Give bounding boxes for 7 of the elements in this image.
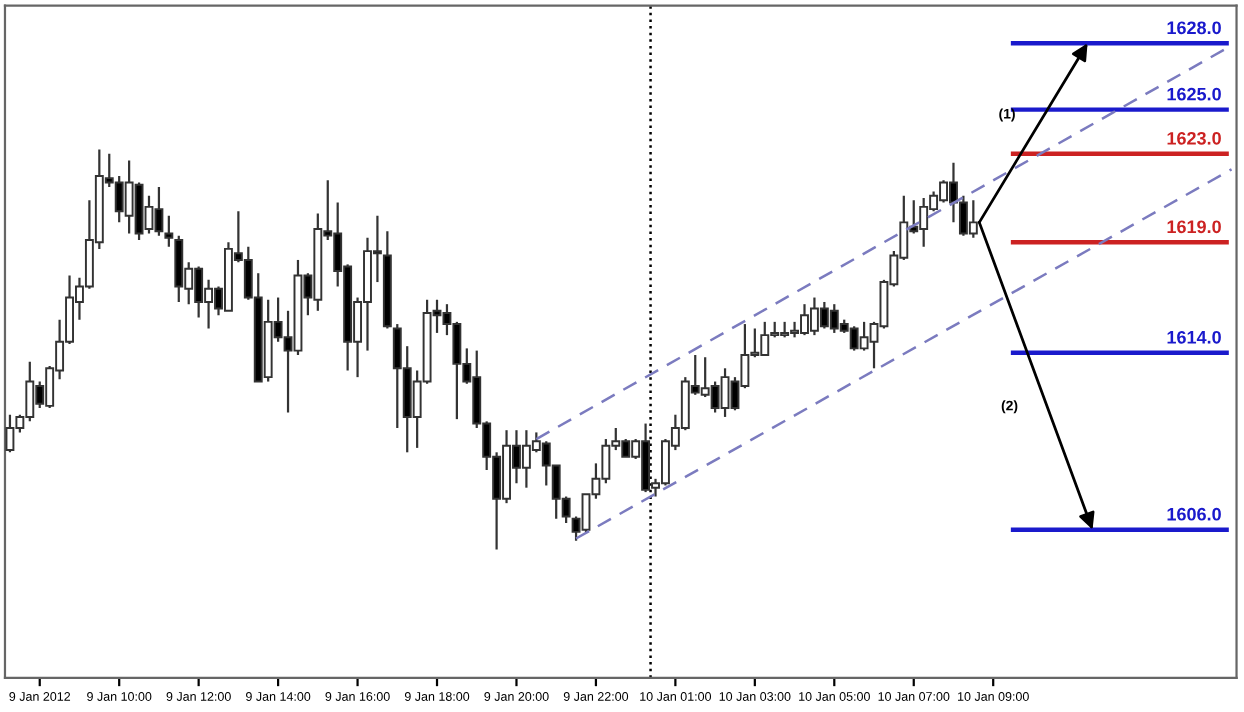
ref-line-label: 1606.0 <box>1167 507 1221 521</box>
ref-line-label: 1625.0 <box>1167 87 1221 101</box>
ref-line-label: 1623.0 <box>1167 131 1221 145</box>
ref-line-label: 1614.0 <box>1167 330 1221 344</box>
ref-line-label: 1628.0 <box>1167 21 1221 35</box>
candlestick <box>164 214 174 248</box>
ref-line-label: 1619.0 <box>1167 220 1221 234</box>
